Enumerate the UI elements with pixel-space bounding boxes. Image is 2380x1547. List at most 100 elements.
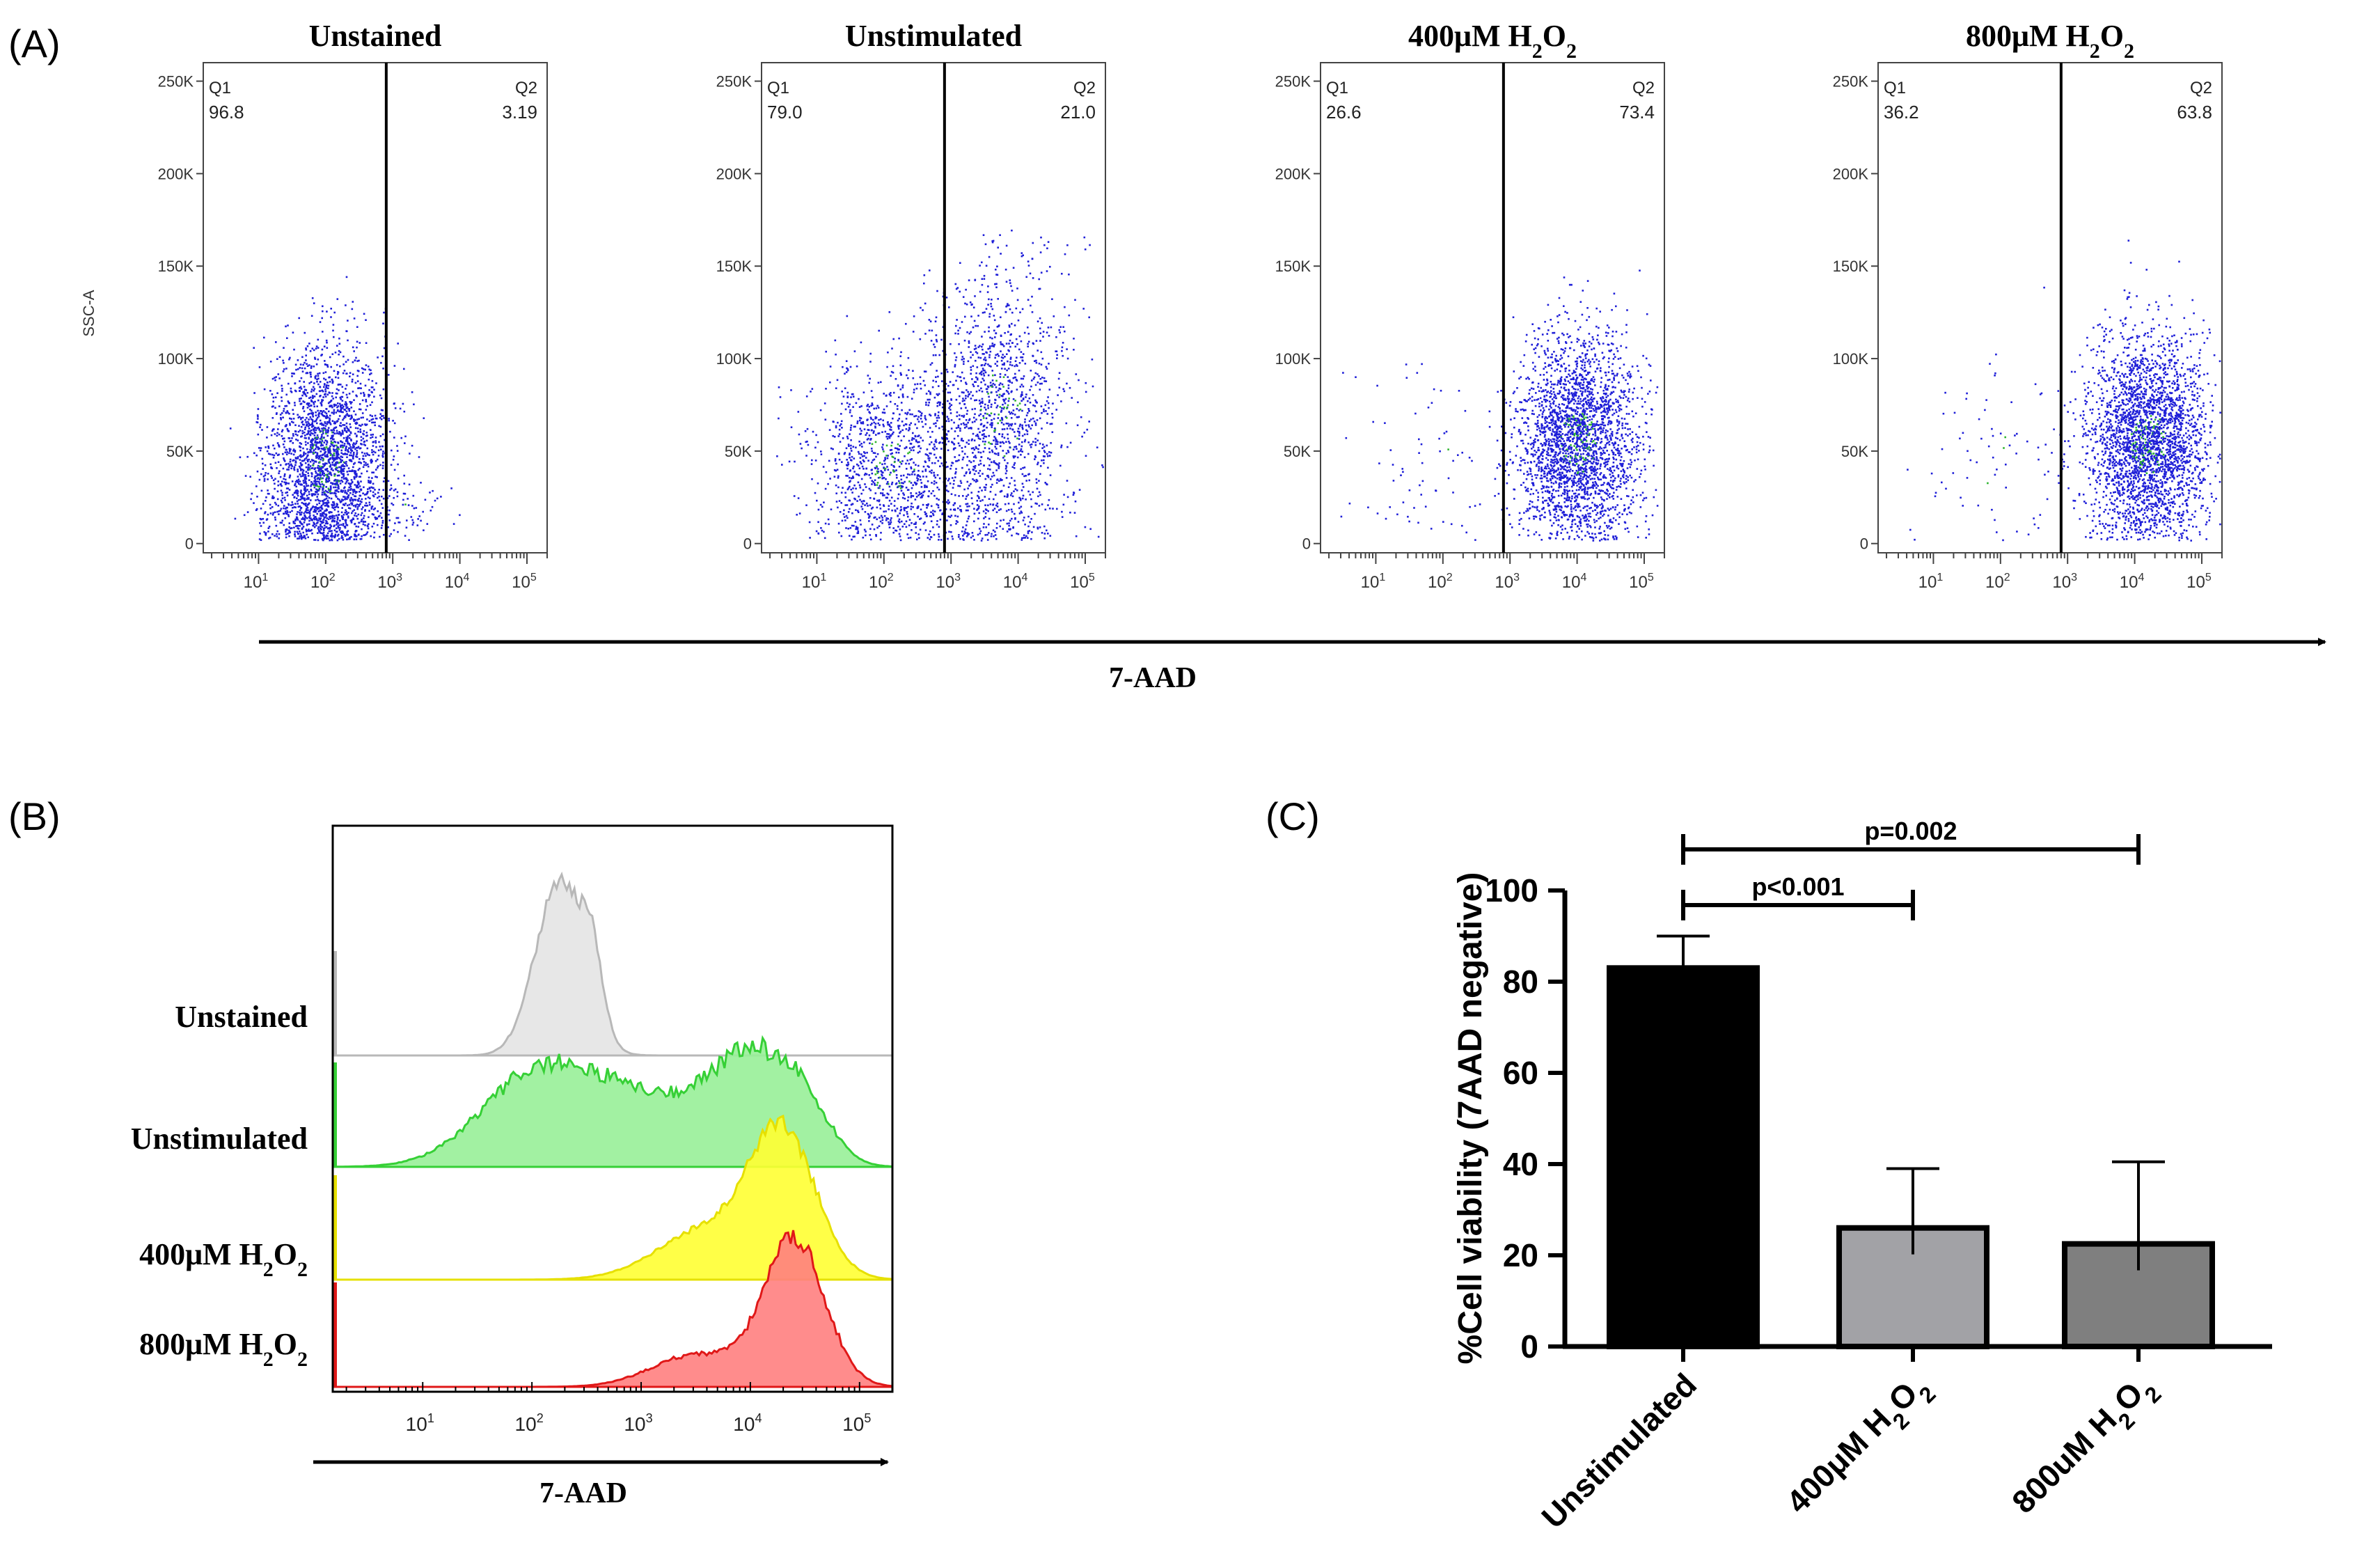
event-dot [323,441,326,443]
event-dot [316,478,319,480]
event-dot [828,460,830,462]
event-dot [852,476,854,478]
event-dot [367,465,370,468]
event-dot [370,386,373,388]
event-dot [335,411,338,414]
event-dot [269,463,272,466]
event-dot [979,460,982,462]
event-dot [280,483,282,485]
event-dot [404,442,406,444]
event-dot [310,439,313,441]
event-dot [317,457,320,460]
event-dot [931,362,933,364]
event-dot [269,507,271,510]
event-dot [1003,363,1005,366]
event-dot [384,477,386,479]
event-dot [301,469,304,471]
event-dot [327,476,330,478]
event-dot [286,410,289,412]
event-dot [274,519,276,521]
event-dot [348,443,350,445]
event-dot [904,412,906,414]
event-dot [988,326,990,329]
event-dot [286,494,289,496]
event-dot [843,509,845,512]
event-dot [313,515,315,517]
event-dot [318,478,321,480]
event-dot [341,480,344,483]
event-dot [342,478,345,480]
event-dot [977,435,979,437]
event-dot [890,503,892,505]
event-dot [297,434,299,437]
event-dot [342,424,344,426]
event-dot [908,427,911,429]
event-dot [336,430,338,432]
event-dot [358,476,361,478]
event-dot [308,530,310,532]
event-dot [947,499,949,501]
event-dot [954,447,956,449]
event-dot [296,525,298,527]
event-dot [872,396,874,398]
event-dot [299,473,301,476]
event-dot [989,478,992,480]
event-dot [351,498,354,501]
event-dot [912,331,915,333]
event-dot [1002,403,1004,406]
event-dot [945,466,947,469]
event-dot [358,387,361,389]
event-dot [276,467,278,469]
event-dot [337,484,340,487]
event-dot [872,418,874,421]
event-dot [322,310,324,313]
event-dot [1074,299,1076,301]
event-dot [1007,387,1010,389]
event-dot [889,449,892,451]
event-dot [333,444,336,447]
event-dot [1000,478,1002,480]
event-dot [927,503,929,505]
event-dot [797,497,800,499]
event-dot [846,459,848,461]
event-dot [975,376,977,379]
event-dot [884,469,886,471]
event-dot [333,473,336,476]
event-dot [963,531,966,533]
event-dot [858,398,860,400]
event-dot [1002,528,1004,530]
event-dot [1030,304,1032,307]
event-dot [1002,395,1004,398]
event-dot [982,311,984,314]
event-dot [322,534,324,536]
event-dot [1051,298,1053,300]
event-dot [996,405,999,407]
event-dot [322,410,325,412]
event-dot [1022,254,1024,256]
event-dot [337,506,340,508]
event-dot [974,421,976,423]
event-dot [869,439,872,441]
event-dot [908,439,911,442]
event-dot [980,387,982,390]
event-dot [302,473,305,476]
event-dot [983,435,986,437]
event-dot [287,487,289,489]
event-dot [287,400,290,402]
event-dot [303,460,306,462]
event-dot [993,498,995,501]
event-dot [1049,423,1052,425]
event-dot [262,468,264,470]
event-dot [922,309,924,311]
event-dot [377,465,379,467]
event-dot [850,396,852,398]
event-dot [320,524,322,526]
event-dot [995,537,998,540]
event-dot [1004,503,1007,505]
event-dot [282,359,284,362]
event-dot [317,446,320,448]
event-dot [922,425,924,428]
event-dot [379,425,382,428]
event-dot [351,512,353,515]
event-dot [356,484,358,487]
